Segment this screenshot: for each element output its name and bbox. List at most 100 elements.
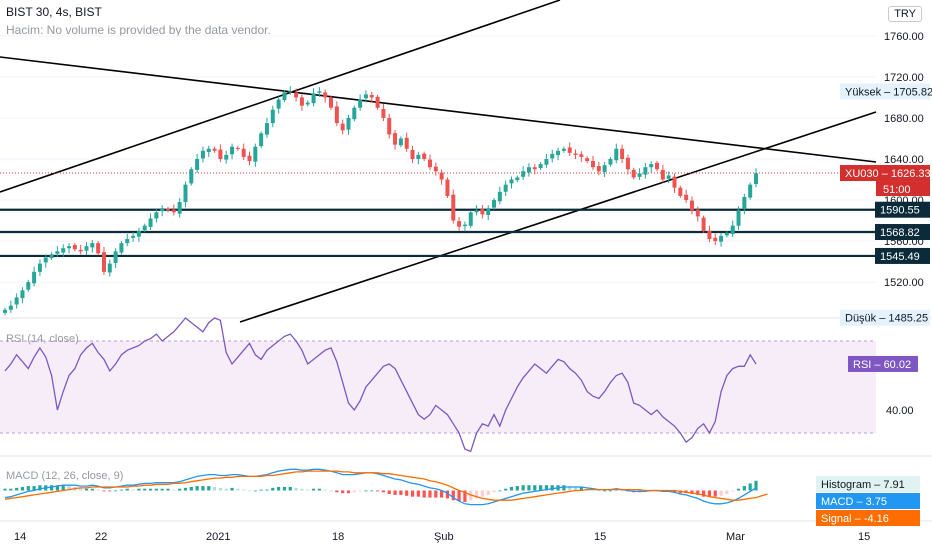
candle-body bbox=[445, 179, 450, 196]
time-axis-tick: 14 bbox=[14, 531, 26, 543]
macd-histogram-bar bbox=[230, 487, 234, 491]
macd-histogram-bar bbox=[672, 490, 677, 493]
rsi-band bbox=[0, 341, 876, 433]
macd-histogram-bar bbox=[573, 486, 578, 491]
candle-body bbox=[32, 271, 37, 284]
candle-body bbox=[72, 244, 77, 250]
macd-histogram-bar bbox=[527, 485, 531, 491]
time-axis-tick: 15 bbox=[858, 531, 870, 543]
macd-histogram-bar bbox=[79, 488, 83, 491]
macd-histogram-bar bbox=[492, 490, 496, 493]
macd-histogram-bar bbox=[608, 490, 613, 492]
macd-histogram-bar bbox=[259, 489, 263, 491]
candle-body bbox=[480, 209, 485, 215]
macd-histogram-bar bbox=[696, 490, 700, 495]
candle-body bbox=[189, 169, 194, 184]
level-tag-bg bbox=[875, 224, 930, 241]
price-axis-tick: 1720.00 bbox=[884, 72, 924, 84]
macd-histogram-bar bbox=[445, 490, 450, 499]
high-tag: Yüksek – 1705.82 bbox=[845, 86, 932, 98]
candle-body bbox=[655, 162, 660, 170]
candle-body bbox=[171, 209, 176, 213]
time-axis-tick: Mar bbox=[726, 531, 745, 543]
candle-body bbox=[602, 165, 607, 172]
candle-body bbox=[567, 147, 572, 153]
candle-body bbox=[573, 153, 578, 155]
rsi-tag-bg bbox=[848, 355, 918, 372]
macd-histogram-bar bbox=[562, 485, 566, 491]
candle-body bbox=[672, 176, 677, 188]
macd-histogram-bar bbox=[387, 490, 391, 495]
macd-histogram-bar bbox=[253, 490, 257, 492]
last-price-tag: XU030 – 1626.33 bbox=[845, 168, 931, 180]
candle-body bbox=[206, 148, 211, 153]
candle-body bbox=[177, 202, 182, 214]
macd-histogram-bar bbox=[148, 488, 153, 491]
candle-body bbox=[556, 150, 561, 156]
candle-body bbox=[590, 161, 595, 168]
candle-body bbox=[439, 172, 444, 180]
candle-body bbox=[666, 175, 671, 179]
macd-histogram-bar bbox=[189, 486, 193, 491]
macd-histogram-bar bbox=[84, 488, 89, 491]
candle-body bbox=[637, 173, 642, 177]
candle-body bbox=[503, 184, 508, 192]
candle-body bbox=[608, 159, 613, 165]
macd-histogram-bar bbox=[38, 485, 42, 491]
macd-histogram-bar bbox=[346, 490, 351, 494]
macd-histogram-bar bbox=[137, 488, 141, 491]
candle-body bbox=[754, 173, 758, 185]
rsi-line bbox=[4, 317, 757, 453]
candle-body bbox=[20, 290, 25, 299]
candle-body bbox=[37, 263, 42, 272]
macd-histogram-bar bbox=[428, 490, 432, 498]
price-axis-tick: 1680.00 bbox=[884, 113, 924, 125]
candle-body bbox=[148, 218, 153, 227]
high-tag-bg bbox=[840, 83, 930, 100]
macd-histogram-bar bbox=[183, 487, 188, 491]
macd-histogram-bar bbox=[125, 488, 129, 491]
candle-body bbox=[596, 165, 601, 172]
macd-histogram-bar bbox=[55, 485, 59, 491]
macd-histogram-bar bbox=[178, 488, 182, 491]
candle-body bbox=[3, 309, 7, 313]
macd-histogram-bar bbox=[533, 485, 537, 491]
macd-histogram-bar bbox=[143, 488, 147, 491]
candle-body bbox=[264, 123, 269, 135]
candle-body bbox=[550, 153, 555, 159]
macd-histogram-bar bbox=[32, 486, 36, 491]
price-axis-tick: 1520.00 bbox=[884, 277, 924, 289]
time-axis-tick: Şub bbox=[434, 531, 454, 543]
candle-body bbox=[678, 187, 683, 196]
candle-body bbox=[26, 282, 31, 290]
level-tag-bg bbox=[875, 201, 930, 218]
price-axis-tick: 1760.00 bbox=[884, 31, 924, 43]
macd-histogram-bar bbox=[265, 489, 269, 491]
macd-histogram-bar bbox=[329, 490, 333, 492]
macd-histogram-bar bbox=[271, 487, 275, 491]
candle-body bbox=[195, 159, 200, 170]
candle-body bbox=[154, 212, 159, 219]
candle-body bbox=[329, 97, 334, 108]
macd-histogram-bar bbox=[504, 488, 508, 491]
candle-body bbox=[544, 159, 549, 165]
candle-body bbox=[253, 146, 258, 162]
macd-histogram-bar bbox=[568, 486, 572, 491]
macd-histogram-bar bbox=[20, 486, 25, 491]
candle-body bbox=[352, 107, 357, 120]
macd-histogram-bar bbox=[15, 487, 19, 491]
candle-body bbox=[468, 212, 473, 226]
candle-body bbox=[451, 194, 456, 221]
macd-histogram-bar bbox=[172, 489, 176, 491]
candle-body bbox=[55, 251, 60, 254]
macd-histogram-bar bbox=[416, 490, 420, 497]
macd-histogram-bar bbox=[451, 490, 455, 501]
currency-button[interactable]: TRY bbox=[888, 6, 922, 22]
macd-histogram-bar bbox=[90, 488, 94, 491]
macd-histogram-bar bbox=[457, 490, 461, 502]
time-axis-tick: 18 bbox=[332, 531, 344, 543]
candle-body bbox=[404, 137, 409, 149]
macd-histogram-bar bbox=[114, 490, 118, 492]
macd-histogram-bar bbox=[690, 490, 694, 495]
